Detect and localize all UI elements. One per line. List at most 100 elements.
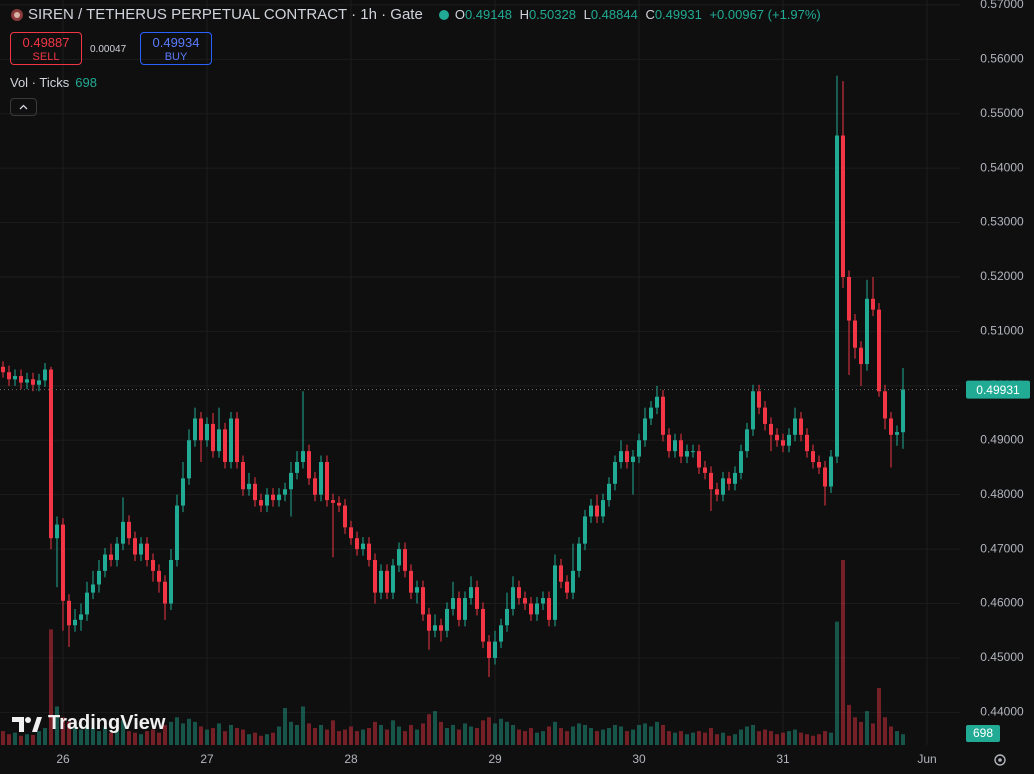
y-tick-label: 0.54000 <box>980 160 1024 174</box>
candle-body <box>25 379 29 383</box>
chevron <box>19 104 28 110</box>
candle-body <box>37 380 41 385</box>
candle-body <box>277 494 281 501</box>
candle-body <box>685 451 689 457</box>
candle-body <box>805 434 809 452</box>
collapse-button[interactable] <box>10 98 37 116</box>
candle-body <box>397 549 401 566</box>
volume-bar <box>739 729 743 745</box>
candle-body <box>73 619 77 626</box>
candle-body <box>541 598 545 604</box>
sell-button[interactable]: 0.49887 SELL <box>10 32 82 65</box>
volume-bar <box>715 734 719 745</box>
volume-bar <box>751 724 755 745</box>
volume-bar <box>307 723 311 745</box>
candle-body <box>799 418 803 435</box>
candle-body <box>235 418 239 463</box>
ohlc-value: 0.49931 <box>654 7 702 22</box>
volume-bar <box>685 734 689 745</box>
candle-body <box>577 543 581 571</box>
buy-label: BUY <box>164 51 188 63</box>
candle-body <box>205 423 209 441</box>
volume-bar <box>625 731 629 745</box>
candle-body <box>565 581 569 593</box>
y-tick-label: 0.45000 <box>980 650 1024 664</box>
volume-legend: Vol · Ticks 698 <box>10 75 97 90</box>
candle-body <box>697 451 701 468</box>
candle-body <box>343 505 347 528</box>
candle-body <box>781 440 785 446</box>
y-tick-label: 0.55000 <box>980 106 1024 120</box>
volume-bar <box>883 717 887 745</box>
candle-body <box>163 581 167 604</box>
volume-bar <box>547 726 551 745</box>
candle-body <box>415 587 419 593</box>
candle-body <box>463 598 467 620</box>
candle-body <box>883 391 887 419</box>
candle-body <box>241 462 245 490</box>
candle-body <box>301 451 305 463</box>
volume-bar <box>181 723 185 745</box>
volume-bar <box>295 724 299 745</box>
volume-bar <box>121 720 125 745</box>
candle-body <box>895 432 899 435</box>
grid <box>0 0 960 745</box>
y-tick-label: 0.49000 <box>980 432 1024 446</box>
volume-bar <box>841 560 845 745</box>
candle-body <box>115 543 119 560</box>
candle-body <box>331 500 335 503</box>
symbol-title[interactable]: SIREN / TETHERUS PERPETUAL CONTRACT · 1h… <box>28 6 423 23</box>
volume-bar <box>421 723 425 745</box>
candle-body <box>385 570 389 593</box>
candle-body <box>451 598 455 609</box>
candle-body <box>91 584 95 593</box>
volume-bar <box>439 721 443 745</box>
volume-bar <box>571 726 575 745</box>
candle-body <box>445 608 449 631</box>
candle-body <box>535 603 539 615</box>
settings-icon[interactable] <box>990 750 1010 770</box>
volume-bar <box>703 732 707 745</box>
candle-body <box>253 483 257 501</box>
candle-body <box>493 641 497 658</box>
candle-body <box>499 625 503 642</box>
volume-bar <box>469 726 473 745</box>
buy-price: 0.49934 <box>152 35 200 50</box>
candle-body <box>379 570 383 593</box>
volume-bar <box>379 724 383 745</box>
volume-bar <box>853 717 857 745</box>
volume-bar <box>49 629 53 745</box>
candle-body <box>187 440 191 479</box>
volume-bar <box>337 731 341 745</box>
candle-body <box>793 418 797 435</box>
volume-bar <box>577 723 581 745</box>
volume-bar <box>223 731 227 745</box>
volume-bar <box>133 732 137 745</box>
volume-bar <box>781 732 785 745</box>
volume-title: Vol · Ticks <box>10 75 70 90</box>
candle-body <box>859 347 863 365</box>
volume-bar <box>499 718 503 745</box>
volume-bar <box>217 723 221 745</box>
volume-bar <box>835 621 839 745</box>
volume-bar <box>247 734 251 745</box>
volume-bar <box>637 724 641 745</box>
candle-body <box>625 451 629 463</box>
volume-bar <box>745 726 749 745</box>
volume-bar <box>655 721 659 745</box>
volume-bar <box>403 731 407 745</box>
volume-bar <box>61 717 65 745</box>
volume-bar <box>85 724 89 745</box>
x-tick-label: 27 <box>200 752 214 766</box>
volume-bar <box>43 728 47 745</box>
volume-bar <box>829 732 833 745</box>
candle-body <box>559 565 563 582</box>
volume-bar <box>97 731 101 745</box>
candle-body <box>229 418 233 463</box>
candle-body <box>145 543 149 560</box>
buy-button[interactable]: 0.49934 BUY <box>140 32 212 65</box>
volume-bar <box>493 723 497 745</box>
y-tick-label: 0.53000 <box>980 215 1024 229</box>
candle-body <box>547 598 551 620</box>
volume-bar <box>505 721 509 745</box>
